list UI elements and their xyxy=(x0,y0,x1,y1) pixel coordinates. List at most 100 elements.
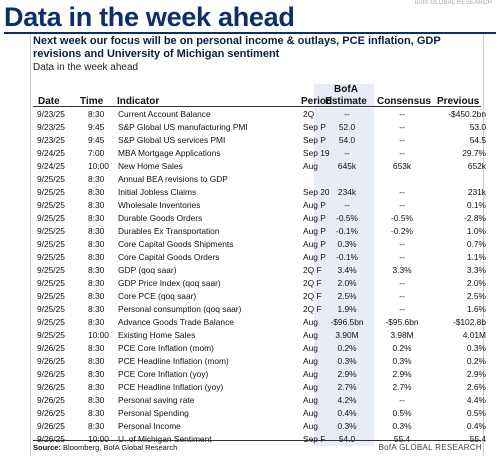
col-header-period: Period xyxy=(301,96,333,107)
cell-estimate: 0.3% xyxy=(337,421,357,431)
table-row: 9/26/25 8:30 PCE Core Inflation (mom) Aug 0.… xyxy=(0,342,500,355)
cell-estimate: 0.3% xyxy=(337,239,357,249)
cell-period: Aug P xyxy=(303,200,326,210)
cell-previous: 0.4% xyxy=(466,421,486,431)
cell-period: Aug xyxy=(303,330,318,340)
cell-previous: 0.2% xyxy=(466,356,486,366)
estimate-cell-shade xyxy=(314,108,374,121)
col-header-previous: Previous xyxy=(437,96,480,107)
cell-estimate: 2.5% xyxy=(337,291,357,301)
estimate-cell-shade xyxy=(314,407,374,420)
exhibit-subhead: Next week our focus will be on personal … xyxy=(33,35,441,60)
cell-indicator: S&P Global US services PMI xyxy=(118,135,226,145)
cell-period: Aug xyxy=(303,421,318,431)
cell-indicator: PCE Headline Inflation (mom) xyxy=(118,356,229,366)
cell-time: 8:30 xyxy=(88,200,105,210)
cell-time: 8:30 xyxy=(88,213,105,223)
cell-consensus: -- xyxy=(399,122,405,132)
cell-time: 8:30 xyxy=(88,356,105,366)
cell-date: 9/25/25 xyxy=(37,252,65,262)
table-row: 9/25/25 8:30 Durables Ex Transportation Aug… xyxy=(0,225,500,238)
cell-indicator: Initial Jobless Claims xyxy=(118,187,197,197)
cell-previous: -$450.2bn xyxy=(448,109,486,119)
estimate-cell-shade xyxy=(314,134,374,147)
cell-date: 9/24/25 xyxy=(37,161,65,171)
cell-period: Aug P xyxy=(303,252,326,262)
table-row: 9/25/25 10:00 Existing Home Sales Aug 3.90M 3… xyxy=(0,329,500,342)
col-header-estimate: Estimate xyxy=(325,96,367,107)
cell-date: 9/25/25 xyxy=(37,278,65,288)
cell-time: 8:30 xyxy=(88,252,105,262)
cell-consensus: 55.4 xyxy=(393,434,411,444)
cell-indicator: Advance Goods Trade Balance xyxy=(118,317,234,327)
cell-time: 8:30 xyxy=(88,291,105,301)
cell-previous: 231k xyxy=(467,187,486,197)
cell-date: 9/26/25 xyxy=(37,421,65,431)
top-watermark: BofA GLOBAL RESEARCH xyxy=(414,0,492,6)
cell-indicator: S&P Global US manufacturing PMI xyxy=(118,122,248,132)
cell-consensus: -0.2% xyxy=(391,226,413,236)
cell-indicator: MBA Mortgage Applications xyxy=(118,148,221,158)
exhibit-panel xyxy=(30,34,484,456)
cell-estimate: 54.0 xyxy=(338,434,356,444)
table-row: 9/26/25 8:30 PCE Headline Inflation (mom) A… xyxy=(0,355,500,368)
cell-time: 8:30 xyxy=(88,304,105,314)
cell-time: 8:30 xyxy=(88,265,105,275)
cell-date: 9/26/25 xyxy=(37,356,65,366)
cell-estimate: -0.5% xyxy=(336,213,358,223)
cell-period: Aug P xyxy=(303,213,326,223)
table-row: 9/24/25 7:00 MBA Mortgage Applications Sep … xyxy=(0,147,500,160)
cell-previous: 55.4 xyxy=(469,434,486,444)
cell-date: 9/26/25 xyxy=(37,408,65,418)
cell-time: 8:30 xyxy=(88,109,105,119)
cell-consensus: -- xyxy=(399,135,405,145)
col-header-time: Time xyxy=(80,96,104,107)
cell-indicator: Existing Home Sales xyxy=(118,330,196,340)
cell-estimate: -0.1% xyxy=(336,226,358,236)
cell-date: 9/25/25 xyxy=(37,265,65,275)
estimate-cell-shade xyxy=(314,433,374,446)
cell-indicator: PCE Headline Inflation (yoy) xyxy=(118,382,224,392)
source-text: Bloomberg, BofA Global Research xyxy=(63,443,178,452)
cell-consensus: 0.3% xyxy=(392,421,412,431)
brand-footer: BofA GLOBAL RESEARCH xyxy=(378,443,482,452)
cell-consensus: 3.98M xyxy=(390,330,414,340)
cell-previous: 4.4% xyxy=(466,395,486,405)
cell-date: 9/25/25 xyxy=(37,200,65,210)
cell-estimate: -- xyxy=(344,109,350,119)
cell-period: Aug P xyxy=(303,239,326,249)
estimate-cell-shade xyxy=(314,394,374,407)
cell-previous: 53.0 xyxy=(469,122,486,132)
table-row: 9/25/25 8:30 Core PCE (qoq saar) 2Q F 2.5% --… xyxy=(0,290,500,303)
cell-date: 9/26/25 xyxy=(37,382,65,392)
cell-estimate: 234k xyxy=(337,187,357,197)
estimate-cell-shade xyxy=(314,199,374,212)
table-row: 9/25/25 8:30 Personal consumption (qoq saa… xyxy=(0,303,500,316)
cell-previous: 2.5% xyxy=(466,291,486,301)
page-title: Data in the week ahead xyxy=(4,2,295,32)
col-header-bofa: BofA xyxy=(334,84,358,95)
cell-indicator: GDP Price Index (qoq saar) xyxy=(118,278,221,288)
cell-consensus: -- xyxy=(399,239,405,249)
table-row: 9/25/25 8:30 Annual BEA revisions to GDP xyxy=(0,173,500,186)
cell-previous: 29.7% xyxy=(462,148,486,158)
cell-consensus: -$95.6bn xyxy=(385,317,419,327)
cell-date: 9/24/25 xyxy=(37,148,65,158)
cell-previous: -$102.8b xyxy=(452,317,486,327)
cell-period: Aug xyxy=(303,395,318,405)
table-row: 9/26/25 8:30 PCE Core Inflation (yoy) Aug 2.… xyxy=(0,368,500,381)
cell-time: 8:30 xyxy=(88,239,105,249)
cell-estimate: -0.1% xyxy=(336,252,358,262)
table-row: 9/26/25 8:30 Personal Income Aug 0.3% 0.3% 0.4… xyxy=(0,420,500,433)
cell-indicator: Annual BEA revisions to GDP xyxy=(118,174,228,184)
estimate-cell-shade xyxy=(314,290,374,303)
cell-previous: 0.7% xyxy=(466,239,486,249)
cell-period: Aug xyxy=(303,317,318,327)
cell-time: 9:45 xyxy=(88,122,105,132)
estimate-cell-shade xyxy=(314,277,374,290)
cell-date: 9/25/25 xyxy=(37,317,65,327)
cell-period: 2Q F xyxy=(303,304,322,314)
cell-period: Sep 20 xyxy=(303,187,330,197)
cell-date: 9/26/25 xyxy=(37,369,65,379)
cell-period: Aug xyxy=(303,161,318,171)
